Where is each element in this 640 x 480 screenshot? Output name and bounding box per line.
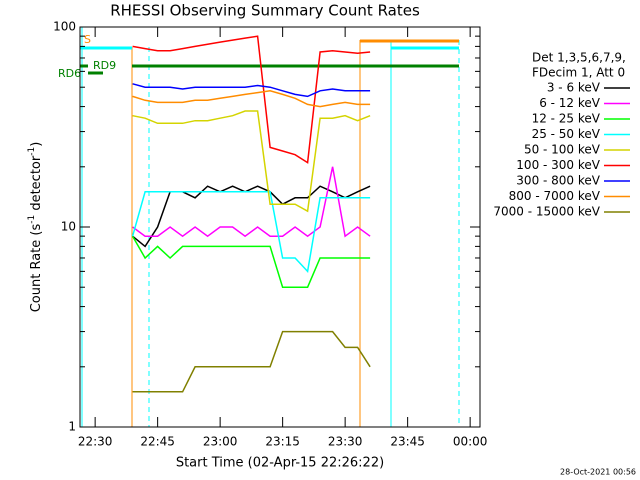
legend-label: 50 - 100 keV: [524, 143, 601, 157]
legend-label: 6 - 12 keV: [539, 96, 601, 110]
chart-title: RHESSI Observing Summary Count Rates: [110, 2, 420, 20]
x-tick-label: 23:00: [203, 435, 238, 449]
x-tick-label: 22:45: [140, 435, 175, 449]
y-tick-label: 100: [53, 20, 76, 34]
x-tick-label: 23:30: [328, 435, 363, 449]
y-tick-label: 10: [61, 220, 76, 234]
flag-label: S: [84, 33, 91, 46]
legend-header: FDecim 1, Att 0: [532, 66, 625, 80]
series-line: [132, 83, 371, 98]
y-label-part: ): [29, 142, 44, 147]
series-line: [132, 330, 371, 393]
series-line: [132, 90, 371, 108]
series-line: [132, 35, 371, 164]
legend-header: Det 1,3,5,6,7,9,: [532, 51, 626, 65]
legend-label: 25 - 50 keV: [532, 127, 601, 141]
legend-label: 300 - 800 keV: [516, 174, 600, 188]
series-line: [132, 166, 371, 238]
series-line: [131, 235, 371, 288]
y-axis-label: Count Rate (s-1 detector-1): [27, 142, 44, 313]
y-label-part: -1: [27, 215, 37, 224]
flag-lines: [80, 27, 460, 427]
x-tick-label: 00:00: [453, 435, 488, 449]
y-label-part: Count Rate (s: [29, 224, 44, 313]
x-tick-label: 23:15: [265, 435, 300, 449]
footer: 28-Oct-2021 00:56: [560, 468, 636, 477]
legend-label: 7000 - 15000 keV: [493, 205, 600, 219]
series-line: [131, 191, 371, 274]
legend-label: 12 - 25 keV: [532, 112, 601, 126]
series-line: [132, 110, 371, 213]
y-tick-label: 1: [68, 420, 76, 434]
y-label-part: -1: [27, 147, 37, 156]
x-tick-label: 23:45: [390, 435, 425, 449]
legend-label: 800 - 7000 keV: [509, 189, 601, 203]
flag-label: RD9: [93, 59, 116, 72]
flag-label: RD6: [58, 67, 81, 80]
x-tick-label: 22:30: [78, 435, 113, 449]
legend-label: 3 - 6 keV: [547, 81, 601, 95]
y-label-part: detector: [29, 155, 44, 215]
legend-label: 100 - 300 keV: [516, 158, 600, 172]
x-axis-label: Start Time (02-Apr-15 22:26:22): [176, 456, 384, 471]
